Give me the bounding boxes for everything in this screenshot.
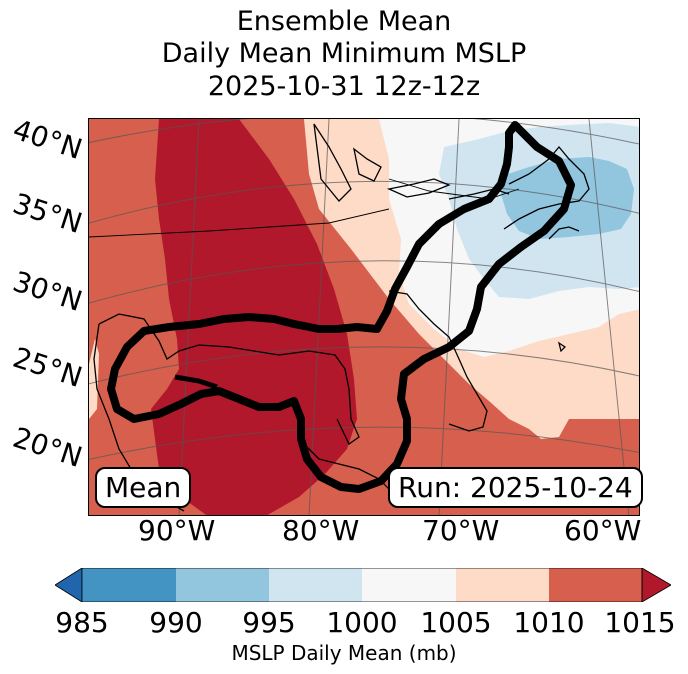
- map-svg: [89, 119, 639, 515]
- colorbar-985-990: [82, 568, 176, 602]
- field-1005-1010-west: [89, 339, 99, 419]
- cb-tick-1015: 1015: [604, 606, 676, 639]
- colorbar-995-1000: [269, 568, 362, 602]
- colorbar-frame: [81, 568, 643, 602]
- colorbar: [55, 568, 671, 602]
- lon-label-80w: 80°W: [282, 514, 360, 547]
- contour-inner: [174, 374, 218, 390]
- lon-label-90w: 90°W: [138, 514, 216, 547]
- colorbar-under: [55, 568, 83, 602]
- borders: [89, 178, 520, 238]
- coastlines: [93, 123, 590, 512]
- cb-tick-995: 995: [242, 606, 296, 639]
- lat-label-30: 30°N: [8, 264, 87, 319]
- colorbar-over: [641, 568, 671, 602]
- lat-label-40: 40°N: [8, 112, 87, 167]
- cb-tick-1010: 1010: [513, 606, 585, 639]
- lon-label-60w: 60°W: [564, 514, 642, 547]
- lat-label-20: 20°N: [8, 420, 87, 475]
- map-panel: [88, 118, 640, 516]
- lat-label-25: 25°N: [8, 340, 87, 395]
- cb-tick-1000: 1000: [326, 606, 398, 639]
- title-line-2: Daily Mean Minimum MSLP: [161, 38, 527, 69]
- lat-label-35: 35°N: [8, 186, 87, 241]
- cb-tick-990: 990: [149, 606, 203, 639]
- colorbar-1010-1015: [549, 568, 642, 602]
- cb-tick-1005: 1005: [420, 606, 492, 639]
- colorbar-990-995: [176, 568, 269, 602]
- lon-label-70w: 70°W: [422, 514, 500, 547]
- run-box: Run: 2025-10-24: [388, 467, 643, 508]
- colorbar-label: MSLP Daily Mean (mb): [231, 641, 457, 665]
- colorbar-1005-1010: [456, 568, 549, 602]
- title-line-1: Ensemble Mean: [236, 6, 452, 37]
- mean-box: Mean: [95, 467, 192, 508]
- colorbar-1000-1005: [362, 568, 456, 602]
- contour-line: [107, 121, 575, 493]
- title-line-3: 2025-10-31 12z-12z: [207, 71, 481, 102]
- cb-tick-985: 985: [55, 606, 109, 639]
